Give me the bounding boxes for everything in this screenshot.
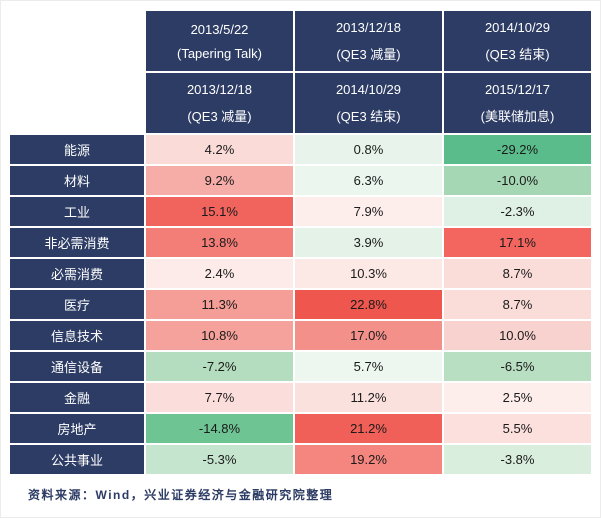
header-event: (QE3 减量) [336, 46, 401, 62]
value-cell: 2.4% [146, 259, 293, 288]
table-row: 能源 4.2% 0.8% -29.2% [10, 135, 591, 164]
header-blank-cell [10, 11, 144, 71]
value-cell: 10.8% [146, 321, 293, 350]
header-date: 2014/10/29 [484, 19, 551, 35]
value-cell: 17.0% [295, 321, 442, 350]
header-period-cell: 2015/12/17 (美联储加息) [444, 73, 591, 133]
value-cell: 9.2% [146, 166, 293, 195]
row-label: 医疗 [10, 290, 144, 319]
value-cell: 7.7% [146, 383, 293, 412]
row-label: 信息技术 [10, 321, 144, 350]
header-date: 2014/10/29 [335, 81, 402, 97]
value-cell: 10.3% [295, 259, 442, 288]
value-cell: 19.2% [295, 445, 442, 474]
value-cell: -10.0% [444, 166, 591, 195]
value-cell: 6.3% [295, 166, 442, 195]
value-cell: 11.2% [295, 383, 442, 412]
header-period-cell: 2014/10/29 (QE3 结束) [295, 73, 442, 133]
table-header: 2013/5/22 (Tapering Talk) 2013/12/18 (QE… [10, 11, 591, 133]
value-cell: -29.2% [444, 135, 591, 164]
value-cell: 22.8% [295, 290, 442, 319]
value-cell: -3.8% [444, 445, 591, 474]
value-cell: 15.1% [146, 197, 293, 226]
header-period-cell: 2013/12/18 (QE3 减量) [295, 11, 442, 71]
header-row-period-start: 2013/5/22 (Tapering Talk) 2013/12/18 (QE… [10, 11, 591, 71]
value-cell: 0.8% [295, 135, 442, 164]
table-row: 金融 7.7% 11.2% 2.5% [10, 383, 591, 412]
header-event: (美联储加息) [480, 108, 555, 124]
header-event: (Tapering Talk) [176, 45, 263, 61]
value-cell: -2.3% [444, 197, 591, 226]
header-period-cell: 2013/5/22 (Tapering Talk) [146, 11, 293, 71]
value-cell: -7.2% [146, 352, 293, 381]
table-row: 非必需消费 13.8% 3.9% 17.1% [10, 228, 591, 257]
table-row: 房地产 -14.8% 21.2% 5.5% [10, 414, 591, 443]
value-cell: 21.2% [295, 414, 442, 443]
source-note: 资料来源：Wind，兴业证券经济与金融研究院整理 [28, 488, 334, 502]
table-row: 必需消费 2.4% 10.3% 8.7% [10, 259, 591, 288]
row-label: 公共事业 [10, 445, 144, 474]
row-label: 材料 [10, 166, 144, 195]
value-cell: 3.9% [295, 228, 442, 257]
value-cell: -14.8% [146, 414, 293, 443]
value-cell: 17.1% [444, 228, 591, 257]
value-cell: -6.5% [444, 352, 591, 381]
row-label: 房地产 [10, 414, 144, 443]
value-cell: 8.7% [444, 290, 591, 319]
row-label: 非必需消费 [10, 228, 144, 257]
value-cell: 7.9% [295, 197, 442, 226]
table-row: 信息技术 10.8% 17.0% 10.0% [10, 321, 591, 350]
header-date: 2013/12/18 [186, 81, 253, 97]
value-cell: 4.2% [146, 135, 293, 164]
header-date: 2013/12/18 [335, 19, 402, 35]
header-date: 2015/12/17 [484, 81, 551, 97]
value-cell: 5.5% [444, 414, 591, 443]
header-blank-cell [10, 73, 144, 133]
header-row-period-end: 2013/12/18 (QE3 减量) 2014/10/29 (QE3 结束) … [10, 73, 591, 133]
row-label: 必需消费 [10, 259, 144, 288]
value-cell: 5.7% [295, 352, 442, 381]
table-row: 材料 9.2% 6.3% -10.0% [10, 166, 591, 195]
row-label: 工业 [10, 197, 144, 226]
table-row: 公共事业 -5.3% 19.2% -3.8% [10, 445, 591, 474]
header-period-cell: 2013/12/18 (QE3 减量) [146, 73, 293, 133]
sector-performance-heatmap-table: 2013/5/22 (Tapering Talk) 2013/12/18 (QE… [8, 9, 593, 476]
header-event: (QE3 结束) [336, 108, 401, 124]
table-row: 工业 15.1% 7.9% -2.3% [10, 197, 591, 226]
header-date: 2013/5/22 [190, 21, 249, 37]
row-label: 通信设备 [10, 352, 144, 381]
header-event: (QE3 结束) [485, 46, 550, 62]
table-row: 医疗 11.3% 22.8% 8.7% [10, 290, 591, 319]
value-cell: 10.0% [444, 321, 591, 350]
value-cell: 13.8% [146, 228, 293, 257]
table-row: 通信设备 -7.2% 5.7% -6.5% [10, 352, 591, 381]
row-label: 能源 [10, 135, 144, 164]
value-cell: 8.7% [444, 259, 591, 288]
header-period-cell: 2014/10/29 (QE3 结束) [444, 11, 591, 71]
row-label: 金融 [10, 383, 144, 412]
value-cell: 2.5% [444, 383, 591, 412]
table-body: 能源 4.2% 0.8% -29.2% 材料 9.2% 6.3% -10.0% … [10, 135, 591, 474]
header-event: (QE3 减量) [187, 108, 252, 124]
value-cell: 11.3% [146, 290, 293, 319]
value-cell: -5.3% [146, 445, 293, 474]
